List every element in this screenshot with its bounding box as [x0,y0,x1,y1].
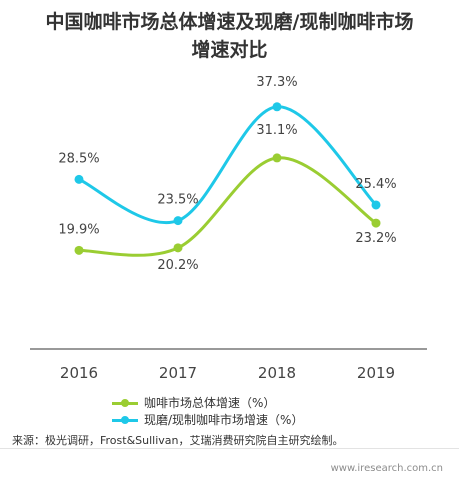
footer-divider [0,448,459,449]
series-layer: 19.9% 20.2% 31.1% 23.2% 28.5% 23.5% 37.3% 25.4% [58,75,396,273]
legend-swatch-fresh [112,416,138,424]
x-tick-2019: 2019 [357,364,395,382]
data-point-0-3 [371,218,381,228]
legend-swatch-overall [112,399,138,407]
source-note: 来源：极光调研，Frost&Sullivan，艾瑞消费研究院自主研究绘制。 [12,434,344,447]
x-tick-2018: 2018 [258,364,296,382]
data-label-0-3: 23.2% [355,231,396,246]
chart-title: 中国咖啡市场总体增速及现磨/现制咖啡市场 增速对比 [0,8,459,64]
data-label-1-0: 28.5% [58,151,99,166]
legend-label-fresh: 现磨/现制咖啡市场增速（%） [144,413,304,427]
data-point-1-2 [272,102,282,112]
data-point-1-1 [173,216,183,226]
chart-title-line-2: 增速对比 [191,39,268,61]
x-tick-2016: 2016 [60,364,98,382]
data-point-0-2 [272,153,282,163]
data-label-1-1: 23.5% [157,193,198,208]
series-line-1 [78,105,378,225]
data-label-1-2: 37.3% [256,75,297,90]
series-line-0 [78,156,377,257]
legend-label-overall: 咖啡市场总体增速（%） [144,396,276,410]
x-tick-labels: 2016 2017 2018 2019 [60,364,395,382]
data-label-1-3: 25.4% [355,177,396,192]
data-point-0-1 [173,243,183,253]
data-label-0-0: 19.9% [58,222,99,237]
data-label-0-2: 31.1% [256,123,297,138]
data-point-1-0 [74,174,84,184]
data-point-0-0 [74,245,84,255]
data-point-1-3 [371,200,381,210]
chart-title-line-1: 中国咖啡市场总体增速及现磨/现制咖啡市场 [45,11,414,33]
data-label-0-1: 20.2% [157,258,198,273]
x-tick-2017: 2017 [159,364,197,382]
watermark: www.iresearch.com.cn [330,463,443,474]
